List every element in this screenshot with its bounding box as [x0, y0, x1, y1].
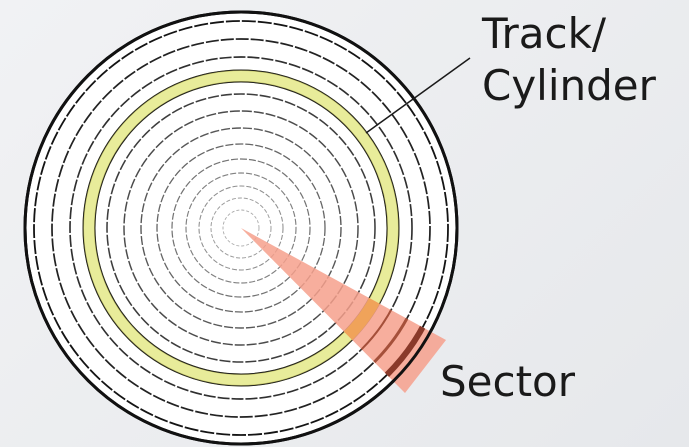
track-ring: [156, 143, 326, 313]
highlighted-track-inner-edge: [94, 81, 388, 375]
track-label-line2: Cylinder: [482, 61, 657, 110]
track-label-line1: Track/: [481, 9, 607, 58]
sector-wedge: [241, 228, 446, 393]
track-ring: [69, 56, 413, 400]
track-rings: [33, 20, 449, 436]
track-ring: [222, 209, 260, 247]
track-ring: [171, 158, 311, 298]
track-ring: [185, 172, 297, 284]
track-ring: [51, 38, 431, 418]
track-ring: [140, 127, 342, 329]
highlighted-track-outer-edge: [82, 69, 400, 387]
track-ring: [198, 185, 284, 271]
track-ring: [33, 20, 449, 436]
platter-edge: [23, 10, 459, 446]
highlighted-track-fill: [84, 71, 398, 385]
track-ring: [106, 93, 376, 363]
track-leader-line: [365, 57, 471, 134]
sector-label: Sector: [440, 357, 576, 406]
track-ring: [210, 197, 272, 259]
track-ring: [123, 110, 359, 346]
